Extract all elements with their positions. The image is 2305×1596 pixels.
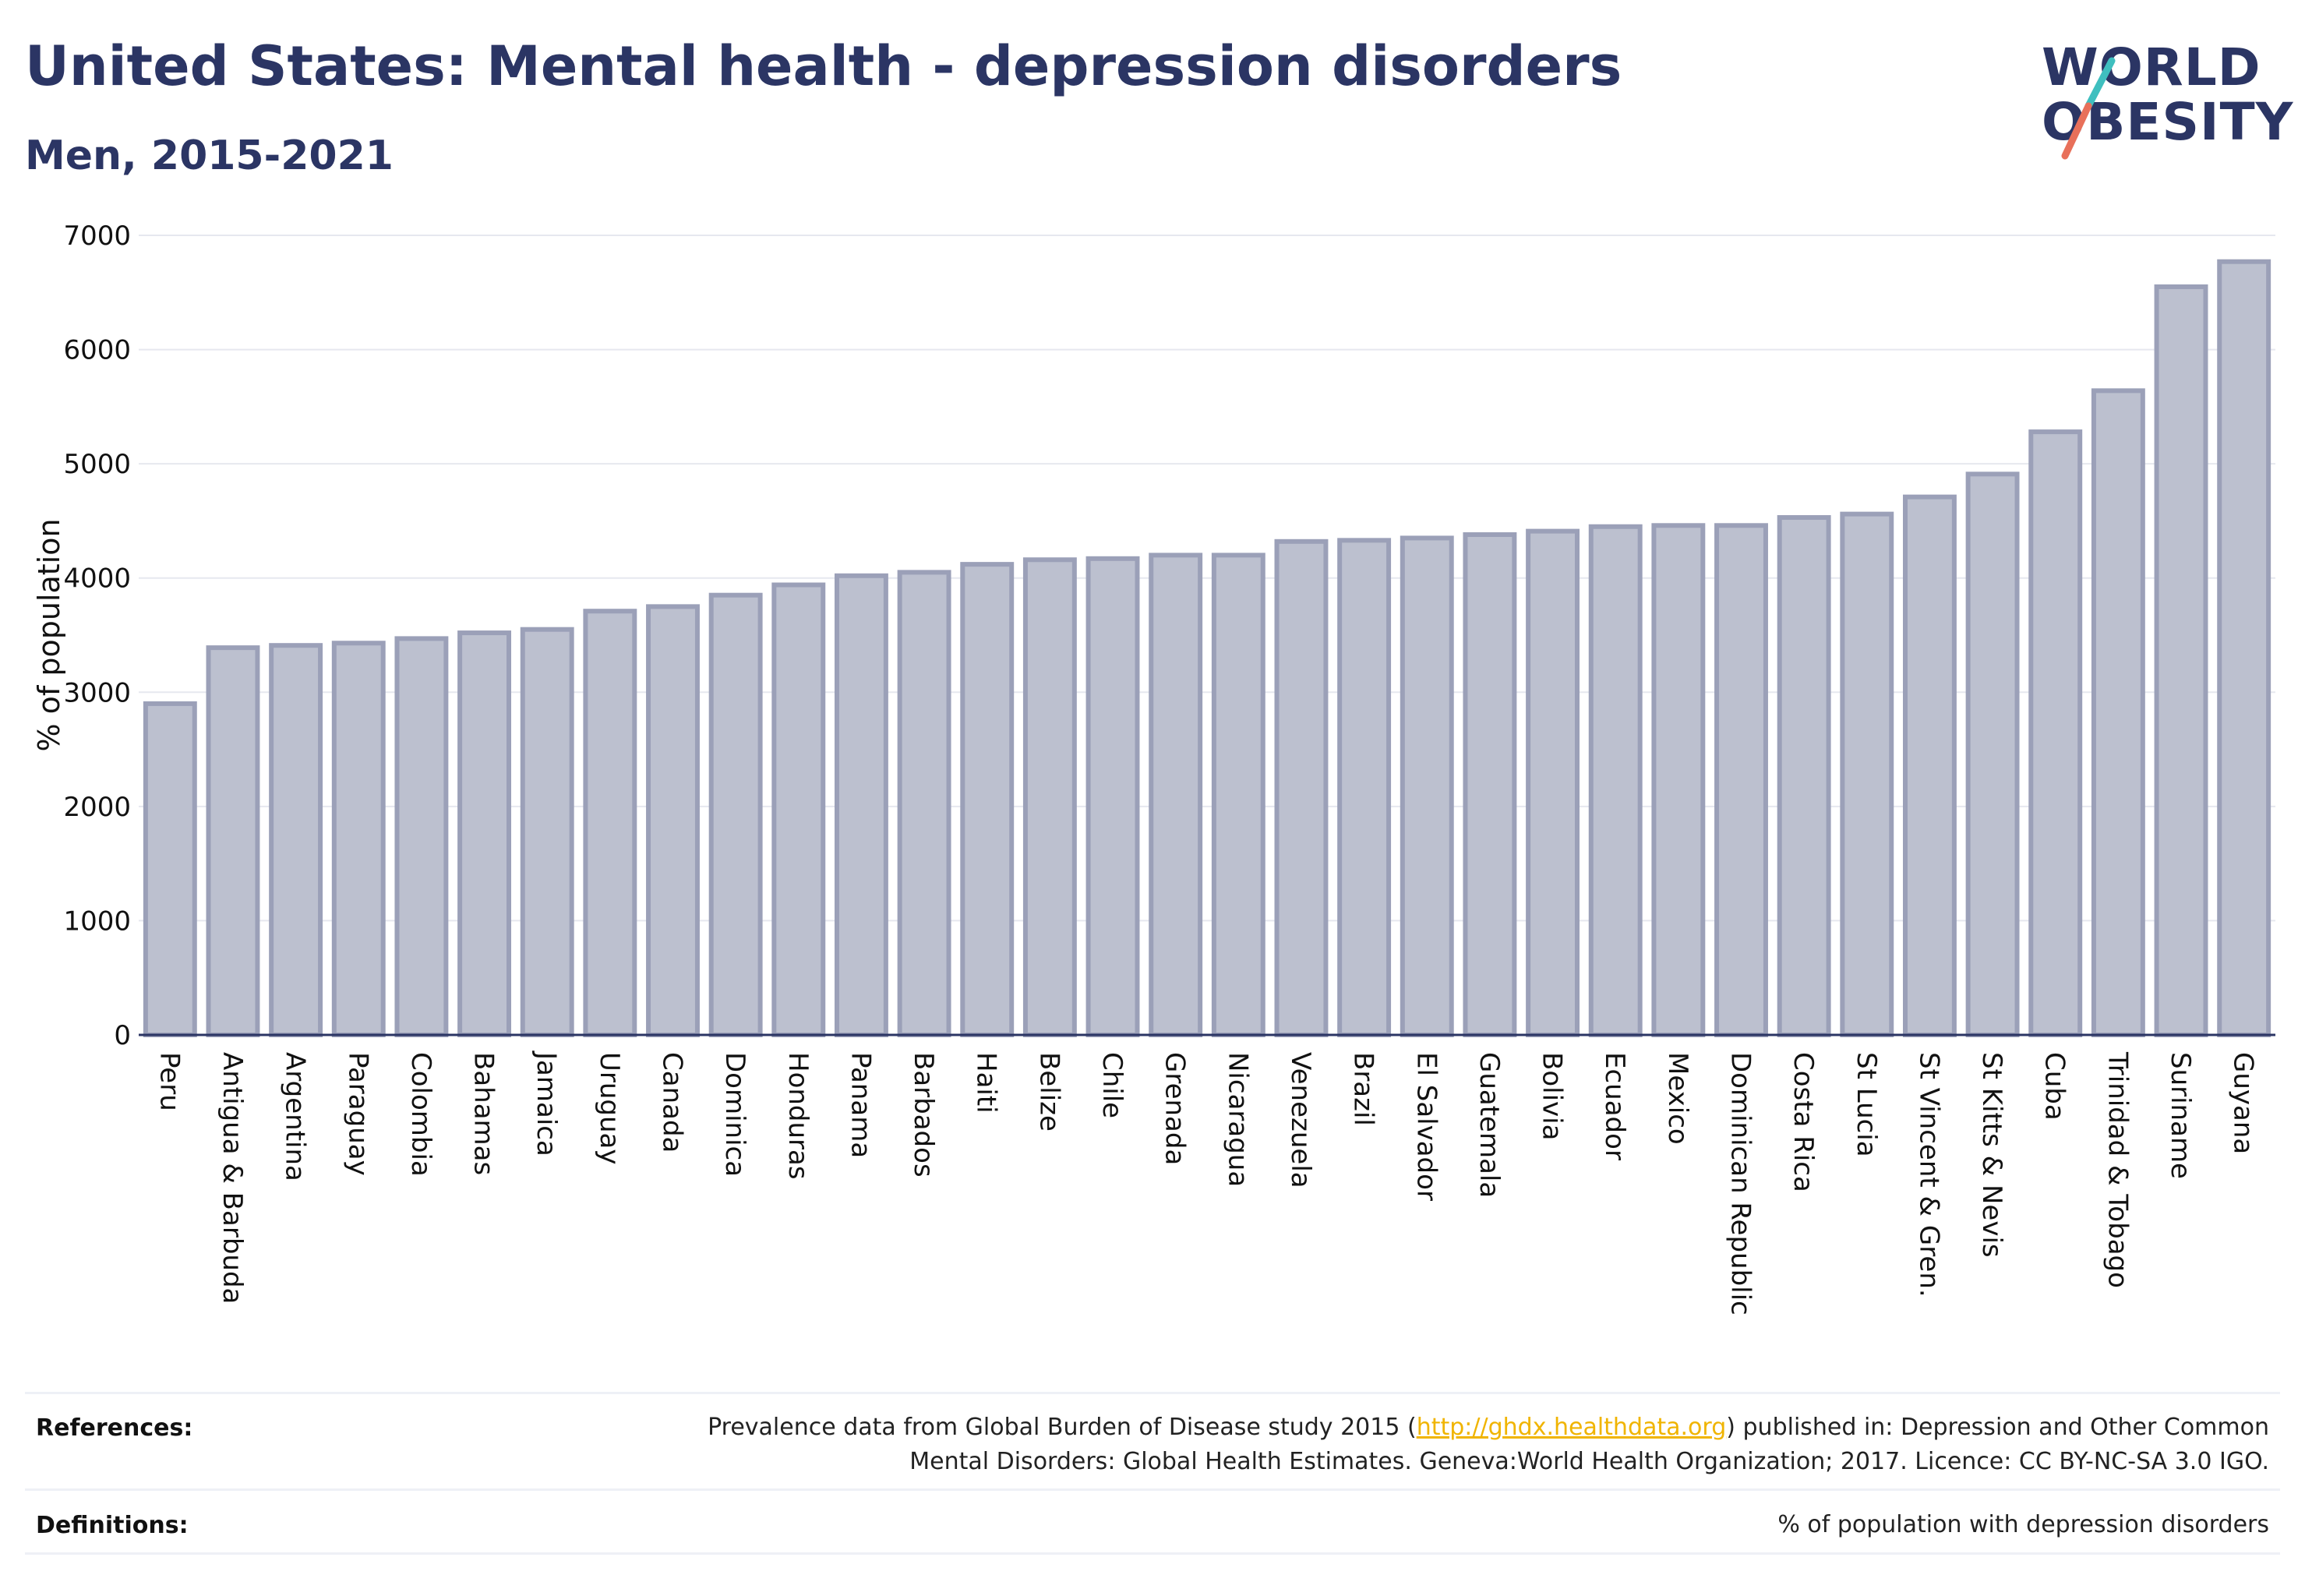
x-tick-label: Chile — [1096, 1052, 1128, 1118]
x-tick-label: Argentina — [280, 1052, 311, 1181]
bar-chart: 0 1000 2000 3000 4000 5000 6000 7000 % of popula… — [32, 221, 2275, 1315]
y-tick-label: 5000 — [63, 449, 131, 480]
world-obesity-logo: WORLD OBESITY — [2026, 31, 2293, 171]
x-tick-label: Brazil — [1348, 1052, 1379, 1126]
x-tick-label: Haiti — [971, 1052, 1002, 1114]
y-tick-label: 4000 — [63, 563, 131, 595]
bar — [457, 630, 512, 1037]
logo-text-line1: WORLD — [2042, 37, 2261, 97]
x-tick-label: St Vincent & Gren. — [1913, 1052, 1944, 1298]
references-text-part1: Prevalence data from Global Burden of Di… — [708, 1414, 1417, 1441]
bar — [1965, 471, 2020, 1037]
bar — [1526, 528, 1580, 1037]
definitions-text: % of population with depression disorder… — [1777, 1511, 2269, 1538]
x-tick-label: Grenada — [1160, 1052, 1191, 1165]
x-tick-label: Ecuador — [1599, 1052, 1630, 1160]
bar — [1777, 515, 1831, 1037]
x-tick-label: Guyana — [2228, 1052, 2259, 1154]
bar — [1211, 553, 1265, 1037]
references-label: References: — [36, 1414, 193, 1442]
x-tick-label: Bahamas — [468, 1052, 499, 1175]
bar — [331, 641, 386, 1037]
y-axis-label: % of population — [32, 518, 66, 751]
bar — [2154, 284, 2208, 1037]
x-tick-label: Belize — [1033, 1052, 1064, 1132]
x-tick-label: St Lucia — [1851, 1052, 1882, 1157]
bar — [520, 627, 574, 1037]
y-tick-label: 6000 — [63, 335, 131, 366]
y-tick-label: 3000 — [63, 677, 131, 708]
bar — [1337, 538, 1392, 1037]
bar — [143, 701, 197, 1037]
logo-slash-icon — [2061, 57, 2116, 160]
footer-divider — [25, 1488, 2280, 1491]
bar — [394, 636, 449, 1037]
bar — [1085, 556, 1140, 1038]
bar — [1400, 535, 1454, 1037]
bar — [897, 570, 951, 1037]
chart-title: United States: Mental health - depressio… — [25, 34, 1622, 98]
x-tick-label: Canada — [657, 1052, 688, 1153]
y-tick-label: 7000 — [63, 221, 131, 252]
x-tick-label: Mexico — [1662, 1052, 1693, 1145]
footer-divider — [25, 1552, 2280, 1555]
x-tick-label: Venezuela — [1285, 1052, 1316, 1188]
x-tick-label: Cuba — [2039, 1052, 2070, 1121]
y-tick-label: 0 — [114, 1020, 131, 1051]
bar — [1714, 523, 1768, 1037]
footer-divider — [25, 1392, 2280, 1394]
x-tick-label: Dominican Republic — [1725, 1052, 1756, 1315]
references-text-part2: ) published in: Depression and Other Com… — [1726, 1414, 2269, 1441]
bar — [708, 592, 763, 1037]
bar — [2091, 388, 2145, 1037]
bar — [1902, 494, 1957, 1037]
bar — [2217, 259, 2271, 1037]
x-tick-label: Suriname — [2165, 1052, 2196, 1179]
bar — [1022, 557, 1077, 1037]
x-tick-label: Peru — [154, 1052, 185, 1111]
x-tick-label: Honduras — [782, 1052, 814, 1180]
definitions-label: Definitions: — [36, 1512, 189, 1539]
chart-subtitle: Men, 2015-2021 — [25, 132, 394, 179]
bar — [1274, 538, 1329, 1038]
bar — [834, 573, 888, 1038]
bar — [1840, 511, 1894, 1037]
x-tick-label: Antigua & Barbuda — [217, 1052, 248, 1304]
bar — [960, 562, 1015, 1037]
bar — [583, 609, 637, 1037]
y-tick-label: 1000 — [63, 906, 131, 937]
x-tick-label: Uruguay — [594, 1052, 625, 1165]
bar — [206, 645, 260, 1037]
x-tick-label: Panama — [845, 1052, 876, 1158]
bar — [1588, 524, 1643, 1037]
references-link[interactable]: http://ghdx.healthdata.org — [1416, 1414, 1727, 1441]
x-tick-label: Barbados — [908, 1052, 939, 1178]
x-tick-label: Trinidad & Tobago — [2102, 1051, 2133, 1288]
x-tick-label: Colombia — [405, 1052, 436, 1177]
bar — [269, 643, 323, 1037]
x-tick-label: Dominica — [719, 1052, 750, 1177]
references-text: Prevalence data from Global Burden of Di… — [708, 1411, 2269, 1479]
x-tick-label: Bolivia — [1537, 1052, 1568, 1140]
bar — [771, 582, 826, 1038]
x-tick-label: St Kitts & Nevis — [1976, 1052, 2007, 1258]
references-text-line2: Mental Disorders: Global Health Estimate… — [909, 1448, 2269, 1475]
bar — [1463, 532, 1517, 1037]
bar — [1651, 523, 1706, 1037]
x-tick-label: Paraguay — [342, 1052, 373, 1176]
bar — [2028, 429, 2083, 1037]
x-tick-label: Guatemala — [1474, 1052, 1505, 1198]
y-tick-label: 2000 — [63, 792, 131, 823]
x-tick-label: El Salvador — [1410, 1052, 1442, 1201]
bar — [1149, 553, 1203, 1037]
x-tick-label: Costa Rica — [1788, 1052, 1819, 1192]
x-tick-label: Jamaica — [531, 1050, 562, 1156]
bar — [646, 604, 700, 1037]
x-tick-label: Nicaragua — [1222, 1052, 1253, 1187]
